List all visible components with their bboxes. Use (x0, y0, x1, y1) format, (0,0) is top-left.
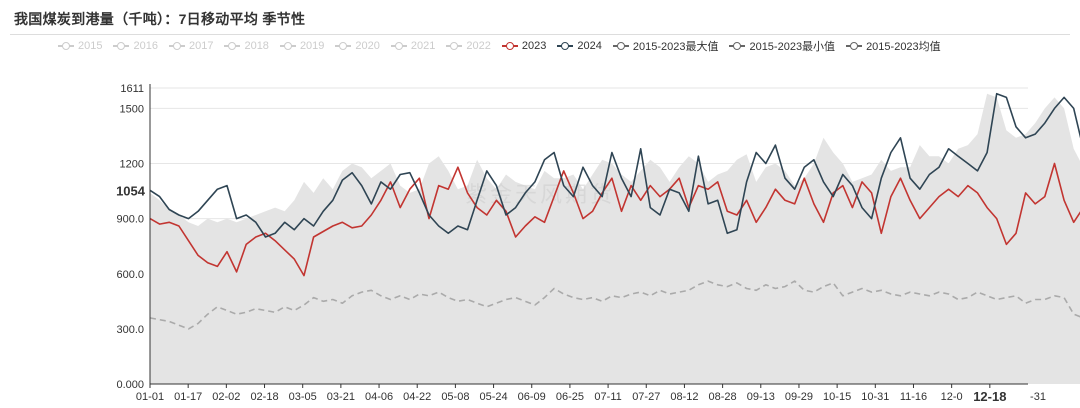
y-pointer-label-bg (108, 181, 148, 200)
legend-item-2015-2023最大值[interactable]: 2015-2023最大值 (612, 38, 719, 54)
legend-label: 2015-2023最小值 (749, 41, 836, 53)
x-tick-label: 12-0 (941, 391, 963, 403)
legend-label: 2015-2023均值 (866, 41, 941, 53)
legend-item-2017[interactable]: 2017 (168, 40, 214, 52)
y-tick-label: 1500 (120, 103, 144, 115)
legend-marker-icon (58, 41, 74, 51)
legend-marker-icon (279, 41, 296, 51)
legend-label: 2016 (133, 40, 158, 52)
x-tick-label: 04-06 (365, 391, 393, 403)
x-tick-label: 06-09 (518, 391, 546, 403)
legend-label: 2022 (466, 40, 491, 52)
legend-item-2018[interactable]: 2018 (224, 40, 269, 52)
legend-label: 2017 (188, 40, 214, 52)
legend-marker-icon (113, 41, 130, 51)
legend-label: 2021 (410, 40, 436, 52)
legend-marker-icon (846, 41, 863, 51)
legend-label: 2018 (244, 40, 269, 52)
x-tick-label: -31 (1030, 391, 1046, 403)
y-tick-label: 900.0 (116, 214, 144, 226)
legend-marker-icon (729, 41, 746, 51)
legend-label: 2020 (355, 40, 380, 52)
series-line-2023 (149, 162, 1080, 277)
x-tick-label: 01-17 (174, 391, 202, 403)
x-tick-label: 07-27 (632, 391, 660, 403)
x-tick-label: 06-25 (556, 391, 584, 403)
legend-label: 2024 (577, 40, 602, 52)
legend-marker-icon (335, 41, 352, 51)
x-tick-label: 11-16 (900, 391, 927, 403)
legend-label: 2015 (78, 40, 103, 52)
legend-item-2019[interactable]: 2019 (279, 40, 325, 52)
series-line-mean (149, 280, 1080, 330)
legend-label: 2015-2023最大值 (632, 41, 719, 53)
seasonal-line-chart: 0.000 300.0 600.0 900.0 1200 1500 1611 紫金天风期货 01… (108, 83, 1080, 405)
x-pointer-label: 12-18 (973, 389, 1006, 404)
x-tick-label: 05-08 (441, 391, 469, 403)
legend-label: 2023 (521, 40, 547, 52)
legend-marker-icon (390, 41, 407, 51)
legend-marker-icon (501, 41, 518, 51)
chart-legend: 2015 2016 2017 2018 2019 2020 2021 2022 2023 2024… (58, 38, 952, 54)
max-min-band (150, 93, 1080, 384)
y-tick-label: 300.0 (116, 324, 144, 336)
title-divider (10, 34, 1070, 35)
legend-item-2021[interactable]: 2021 (390, 40, 436, 52)
x-tick-label: 02-02 (212, 391, 240, 403)
legend-item-2015-2023最小值[interactable]: 2015-2023最小值 (729, 38, 835, 54)
legend-marker-icon (446, 41, 463, 51)
chart-title: 我国煤炭到港量（千吨）：7日移动平均 季节性 (14, 11, 306, 27)
y-tick-label: 1200 (120, 159, 144, 171)
legend-marker-icon (168, 41, 185, 51)
legend-marker-icon (612, 41, 629, 51)
x-tick-label: 04-22 (403, 391, 431, 403)
x-tick-label: 07-11 (594, 391, 621, 403)
y-tick-label: 1611 (120, 83, 144, 95)
watermark: 紫金天风期货 (465, 183, 615, 208)
legend-item-2023[interactable]: 2023 (501, 40, 547, 52)
x-tick-label: 02-18 (250, 391, 278, 403)
x-tick-label: 08-28 (709, 391, 737, 403)
legend-marker-icon (224, 41, 241, 51)
series-line-2024 (149, 92, 1080, 238)
x-tick-label: 03-21 (327, 391, 355, 403)
legend-item-2020[interactable]: 2020 (335, 40, 380, 52)
x-pointer-label-bg (967, 388, 1012, 405)
y-tick-label: 600.0 (116, 269, 144, 281)
x-tick-label: 10-31 (861, 391, 889, 403)
legend-item-2024[interactable]: 2024 (557, 40, 602, 52)
legend-item-2022[interactable]: 2022 (446, 40, 491, 52)
x-tick-label: 05-24 (479, 391, 507, 403)
legend-label: 2019 (299, 40, 325, 52)
x-tick-label: 09-13 (747, 391, 775, 403)
x-tick-label: 01-01 (136, 391, 164, 403)
x-tick-label: 10-15 (823, 391, 851, 403)
x-tick-label: 09-29 (785, 391, 813, 403)
y-tick-label: 0.000 (116, 379, 144, 391)
legend-item-2015-2023均值[interactable]: 2015-2023均值 (846, 38, 941, 54)
y-pointer-label: 1054 (116, 183, 146, 198)
x-tick-label: 08-12 (670, 391, 698, 403)
legend-item-2016[interactable]: 2016 (113, 40, 158, 52)
legend-marker-icon (557, 41, 574, 51)
legend-item-2015[interactable]: 2015 (58, 40, 102, 52)
x-tick-label: 03-05 (289, 391, 317, 403)
